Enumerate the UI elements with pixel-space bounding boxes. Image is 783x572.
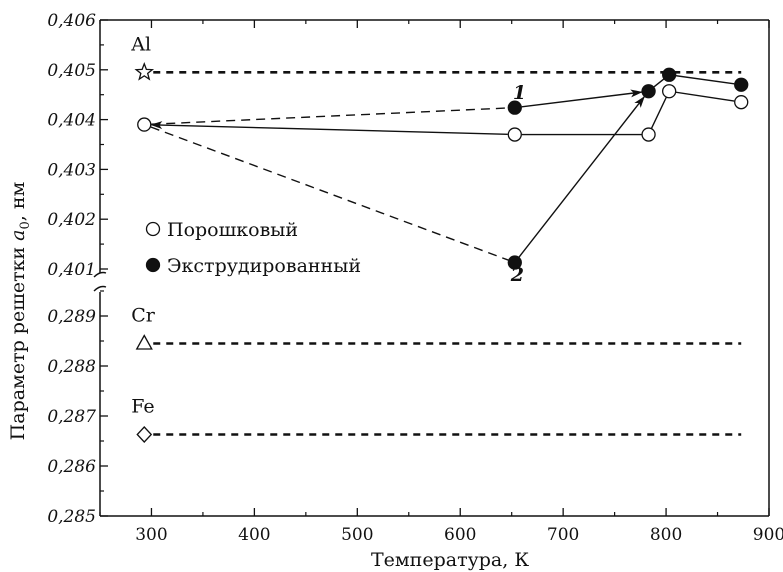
- x-tick-label: 800: [650, 525, 682, 545]
- data-point-extruded: [734, 77, 749, 92]
- series-path-2: [518, 95, 645, 258]
- x-tick-label: 500: [341, 525, 373, 545]
- y-tick-label: 0,405: [47, 61, 96, 81]
- triangle-marker: [135, 334, 153, 350]
- legend-marker-open-circle: [145, 221, 161, 237]
- diamond-marker: [136, 426, 153, 443]
- legend-label-powder: Порошковый: [167, 219, 298, 241]
- legend-marker-filled-circle: [145, 257, 161, 273]
- y-axis-title-symbol: a: [7, 229, 29, 240]
- annotations: 12: [510, 82, 526, 286]
- x-tick-label: 600: [444, 525, 476, 545]
- series-path-1: [521, 89, 643, 108]
- x-tick-label: 700: [547, 525, 579, 545]
- y-axis-title: Параметр решетки a0, нм: [7, 181, 33, 440]
- data-point-extruded: [507, 100, 522, 115]
- series-number-label: 2: [510, 264, 524, 286]
- series-path: [521, 90, 735, 136]
- data-point-powder: [734, 95, 749, 110]
- x-tick-label: 400: [238, 525, 270, 545]
- series-path: [150, 121, 508, 136]
- y-tick-label: 0,288: [47, 357, 96, 377]
- legend-label-extruded: Экструдированный: [167, 255, 361, 277]
- y-axis-title-subscript: 0: [18, 221, 33, 229]
- reference-lines: Al Cr Fe: [130, 33, 742, 443]
- element-label-cr: Cr: [131, 305, 156, 327]
- x-tick-label: 900: [753, 525, 783, 545]
- data-point-powder: [507, 127, 522, 142]
- y-axis-title-main: Параметр решетки: [7, 241, 29, 441]
- data-point-powder: [137, 117, 152, 132]
- axes: 0,401 0,402 0,403 0,404 0,405 0,406 0,285 0,286…: [47, 11, 783, 545]
- y-tick-label: 0,404: [47, 111, 96, 131]
- y-tick-label: 0,406: [47, 11, 96, 31]
- series-number-label: 1: [513, 82, 526, 104]
- element-label-al: Al: [130, 33, 151, 55]
- x-tick-label: 300: [135, 525, 167, 545]
- data-point-powder: [662, 84, 677, 99]
- y-tick-label: 0,402: [47, 210, 96, 230]
- y-tick-label: 0,401: [47, 260, 96, 280]
- data-points: [137, 67, 749, 270]
- series-path-1: [151, 107, 508, 125]
- series-paths: [150, 74, 735, 261]
- y-tick-label: 0,289: [47, 307, 96, 327]
- series-path-2: [150, 126, 509, 261]
- axis-break-mark-upper: [93, 271, 107, 278]
- data-point-extruded: [507, 255, 522, 270]
- y-tick-label: 0,286: [47, 457, 96, 477]
- data-point-extruded: [662, 67, 677, 82]
- y-tick-label: 0,285: [47, 507, 96, 527]
- y-axis-title-unit: , нм: [7, 181, 29, 221]
- data-point-extruded: [641, 84, 656, 99]
- element-label-fe: Fe: [131, 396, 154, 418]
- data-point-powder: [641, 127, 656, 142]
- axis-break-mark-lower: [93, 285, 107, 292]
- y-tick-label: 0,287: [47, 407, 96, 427]
- x-axis-title: Температура, К: [371, 549, 529, 571]
- star-marker: [134, 61, 155, 81]
- legend: Порошковый Экструдированный: [145, 219, 361, 277]
- y-tick-label: 0,403: [47, 160, 96, 180]
